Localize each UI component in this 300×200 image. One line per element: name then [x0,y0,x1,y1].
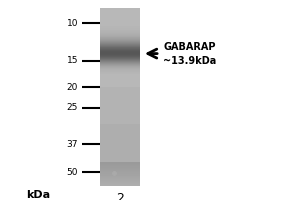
Text: 2: 2 [116,192,124,200]
Text: 25: 25 [67,103,78,112]
Text: GABARAP: GABARAP [163,42,215,52]
Text: 20: 20 [67,83,78,92]
Text: 10: 10 [67,19,78,28]
Text: ~13.9kDa: ~13.9kDa [163,56,216,66]
Text: 15: 15 [67,56,78,65]
Text: 37: 37 [67,140,78,149]
Text: kDa: kDa [26,190,50,200]
Text: 50: 50 [67,168,78,177]
